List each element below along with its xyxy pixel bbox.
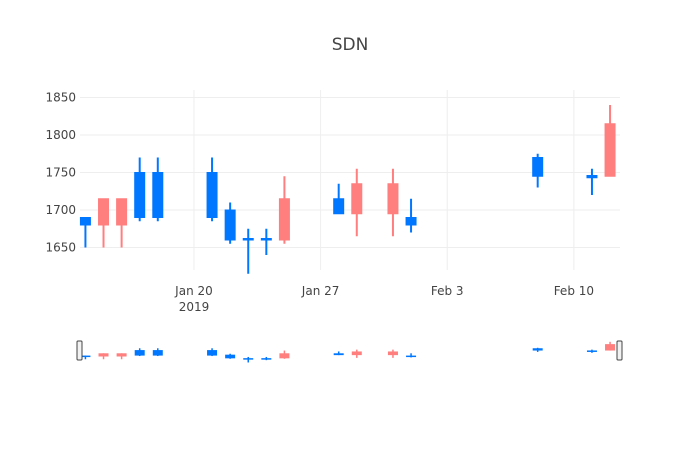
- candle-decreasing[interactable]: [116, 198, 128, 248]
- candle-body: [405, 217, 417, 226]
- mini-candle: [333, 351, 344, 356]
- mini-candle-body: [605, 344, 616, 351]
- candle-body: [206, 172, 218, 218]
- candle-body: [79, 217, 91, 226]
- mini-candle: [243, 356, 254, 363]
- candles: [79, 105, 616, 274]
- candle-body: [98, 198, 110, 226]
- x-tick-sublabel: 2019: [179, 300, 210, 314]
- candle-body: [532, 157, 544, 177]
- range-slider-candles: [80, 341, 616, 363]
- candle-increasing[interactable]: [242, 228, 254, 274]
- mini-candle: [134, 348, 145, 357]
- x-tick-label: Jan 27: [301, 284, 340, 298]
- mini-candle-body: [279, 353, 290, 359]
- x-tick-label: Feb 10: [554, 284, 594, 298]
- candle-body: [134, 172, 146, 218]
- candle-increasing[interactable]: [586, 168, 598, 195]
- y-tick-label: 1800: [45, 128, 76, 142]
- mini-candle-body: [351, 351, 362, 356]
- candle-decreasing[interactable]: [351, 168, 363, 237]
- y-tick-label: 1850: [45, 91, 76, 105]
- mini-candle-body: [98, 353, 109, 357]
- mini-candle-body: [152, 350, 163, 356]
- candle-increasing[interactable]: [134, 157, 146, 222]
- candle-body: [152, 172, 164, 218]
- candle-decreasing[interactable]: [387, 168, 399, 237]
- mini-candle: [98, 353, 109, 360]
- mini-candle-body: [406, 355, 417, 358]
- candle-body: [260, 238, 272, 241]
- mini-candle: [351, 349, 362, 358]
- candle-body: [387, 183, 399, 215]
- x-tick-label: Jan 20: [174, 284, 213, 298]
- mini-candle: [207, 348, 218, 357]
- mini-candle: [532, 347, 543, 352]
- candle-increasing[interactable]: [260, 228, 272, 255]
- mini-candle: [261, 356, 272, 361]
- mini-candle-body: [134, 350, 145, 356]
- mini-candle-body: [261, 358, 272, 360]
- candle-body: [333, 198, 345, 215]
- candle-increasing[interactable]: [206, 157, 218, 222]
- mini-candle: [116, 353, 127, 360]
- candle-increasing[interactable]: [224, 202, 236, 244]
- candle-body: [604, 123, 616, 177]
- y-tick-label: 1650: [45, 241, 76, 255]
- chart-title: SDN: [332, 35, 369, 55]
- x-axis-ticks: Jan 20 2019 Jan 27 Feb 3 Feb 10: [174, 284, 594, 314]
- mini-candle: [279, 350, 290, 359]
- mini-candle-body: [116, 353, 127, 357]
- candle-increasing[interactable]: [152, 157, 164, 222]
- candle-body: [351, 183, 363, 215]
- y-tick-label: 1700: [45, 203, 76, 217]
- mini-candle-body: [80, 355, 91, 358]
- candle-increasing[interactable]: [79, 217, 91, 248]
- candle-decreasing[interactable]: [98, 198, 110, 248]
- range-slider-left-handle[interactable]: [76, 340, 83, 361]
- mini-candle: [152, 348, 163, 357]
- candle-body: [242, 238, 254, 241]
- mini-candle-body: [586, 350, 597, 352]
- candle-increasing[interactable]: [532, 153, 544, 188]
- mini-candle-body: [243, 358, 254, 360]
- candle-body: [116, 198, 128, 226]
- x-tick-label: Feb 3: [431, 284, 464, 298]
- candle-decreasing[interactable]: [604, 105, 616, 177]
- mini-candle: [605, 341, 616, 351]
- range-slider[interactable]: [76, 340, 623, 363]
- candle-increasing[interactable]: [333, 183, 345, 215]
- mini-candle-body: [532, 348, 543, 351]
- mini-candle: [387, 349, 398, 358]
- grid: [80, 90, 620, 270]
- candle-decreasing[interactable]: [278, 176, 290, 244]
- mini-candle-body: [225, 354, 236, 359]
- mini-candle: [406, 353, 417, 358]
- mini-candle: [225, 353, 236, 359]
- mini-candle: [80, 355, 91, 360]
- mini-candle-body: [207, 350, 218, 356]
- candle-body: [224, 209, 236, 241]
- range-slider-right-handle[interactable]: [616, 340, 623, 361]
- mini-candle-body: [387, 351, 398, 356]
- candle-body: [278, 198, 290, 241]
- candle-increasing[interactable]: [405, 198, 417, 233]
- y-tick-label: 1750: [45, 166, 76, 180]
- mini-candle-body: [333, 353, 344, 356]
- mini-candle: [586, 349, 597, 353]
- y-axis-ticks: 1650 1700 1750 1800 1850: [45, 91, 76, 255]
- candle-body: [586, 175, 598, 179]
